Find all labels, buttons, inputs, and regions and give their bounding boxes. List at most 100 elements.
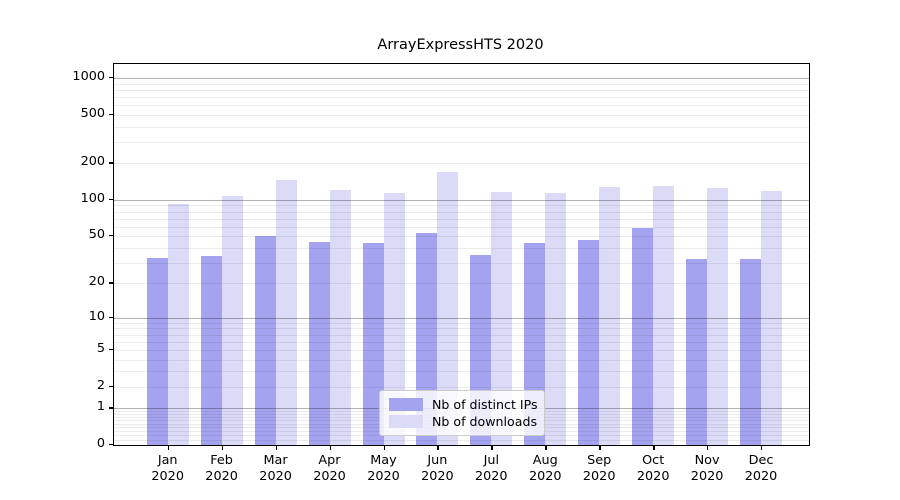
major-gridline [114,199,809,201]
minor-gridline [114,89,809,91]
minor-gridline [114,341,809,343]
minor-gridline [114,141,809,143]
y-tick-mark [109,162,113,164]
x-tick-mark [221,446,223,450]
minor-gridline [114,163,809,165]
x-tick-mark [707,446,709,450]
legend-swatch-downloads [389,415,423,428]
bar-distinct-ips-sep [578,240,600,445]
y-tick-mark [109,348,113,351]
minor-gridline [114,218,809,220]
x-tick-label-mar: Mar 2020 [259,453,292,484]
plot-area [113,63,810,446]
bar-distinct-ips-nov [686,259,708,445]
x-tick-label-apr: Apr 2020 [313,453,346,484]
y-tick-mark [109,235,113,237]
bar-downloads-apr [329,189,351,445]
y-tick-label: 50 [88,227,105,243]
x-tick-mark [275,446,277,450]
bar-downloads-nov [707,187,729,445]
y-tick-label: 0 [96,436,105,451]
minor-gridline [114,322,809,324]
minor-gridline [114,236,809,238]
bar-downloads-mar [275,180,297,445]
minor-gridline [114,226,809,228]
y-tick-mark [109,113,113,116]
minor-gridline [114,211,809,213]
minor-gridline [114,114,809,116]
y-tick-label: 20 [88,274,105,290]
minor-gridline [114,262,809,264]
minor-gridline [114,247,809,249]
x-tick-mark [653,446,655,450]
minor-gridline [114,349,809,351]
bar-distinct-ips-mar [254,236,276,445]
minor-gridline [114,83,809,85]
bar-downloads-jul [491,192,513,445]
bar-downloads-feb [221,196,243,445]
bar-downloads-sep [599,186,621,445]
minor-gridline [114,283,809,285]
x-tick-label-may: May 2020 [367,453,400,484]
x-tick-mark [437,446,439,450]
x-tick-label-jul: Jul 2020 [475,453,508,484]
x-tick-label-sep: Sep 2020 [582,453,616,484]
legend-label-distinct-ips: Nb of distinct IPs [432,397,538,412]
major-gridline [114,317,809,319]
y-tick-label: 100 [80,190,105,206]
legend: Nb of distinct IPs Nb of downloads [379,390,545,436]
minor-gridline [114,105,809,106]
x-tick-label-dec: Dec 2020 [744,453,778,484]
minor-gridline [114,328,809,330]
y-tick-mark [109,316,113,318]
minor-gridline [114,126,809,128]
minor-gridline [114,359,809,361]
x-tick-mark [383,446,385,450]
bar-distinct-ips-dec [740,259,761,445]
x-tick-label-jun: Jun 2020 [421,453,454,484]
y-tick-mark [109,385,113,387]
y-tick-mark [109,282,113,284]
y-tick-label: 5 [96,340,105,356]
minor-gridline [114,205,809,207]
x-tick-mark [545,446,547,450]
bar-downloads-aug [545,192,567,445]
x-tick-label-feb: Feb 2020 [205,453,238,484]
x-tick-label-nov: Nov 2020 [690,453,724,484]
x-tick-mark [761,446,763,450]
bar-distinct-ips-oct [632,228,654,445]
legend-swatch-distinct-ips [389,398,423,411]
legend-label-downloads: Nb of downloads [432,414,538,429]
y-tick-label: 1000 [72,68,105,84]
y-tick-mark [109,407,113,409]
y-tick-label: 1 [96,399,105,415]
y-tick-label: 2 [96,377,105,393]
y-tick-mark [109,198,113,201]
x-tick-mark [599,446,601,450]
bar-downloads-jan [167,204,189,445]
minor-gridline [114,96,809,98]
x-tick-label-aug: Aug 2020 [529,453,562,484]
bar-downloads-oct [653,185,675,445]
legend-item-distinct-ips: Nb of distinct IPs [389,397,538,413]
minor-gridline [114,334,809,336]
bar-downloads-may [383,193,405,445]
major-gridline [114,77,809,79]
y-tick-label: 200 [80,154,105,170]
y-tick-label: 10 [88,308,105,324]
x-tick-mark [167,446,170,450]
chart-title: ArrayExpressHTS 2020 [377,37,544,53]
x-tick-label-jan: Jan 2020 [151,453,184,484]
minor-gridline [114,439,809,441]
y-tick-mark [109,444,113,446]
bar-distinct-ips-apr [308,241,330,445]
bar-downloads-jun [437,171,459,445]
bar-distinct-ips-may [362,242,384,445]
legend-item-downloads: Nb of downloads [389,414,538,430]
y-tick-label: 500 [80,105,105,121]
x-tick-label-oct: Oct 2020 [636,453,670,484]
bar-distinct-ips-jan [146,257,168,445]
y-tick-mark [109,76,113,79]
minor-gridline [114,371,809,373]
